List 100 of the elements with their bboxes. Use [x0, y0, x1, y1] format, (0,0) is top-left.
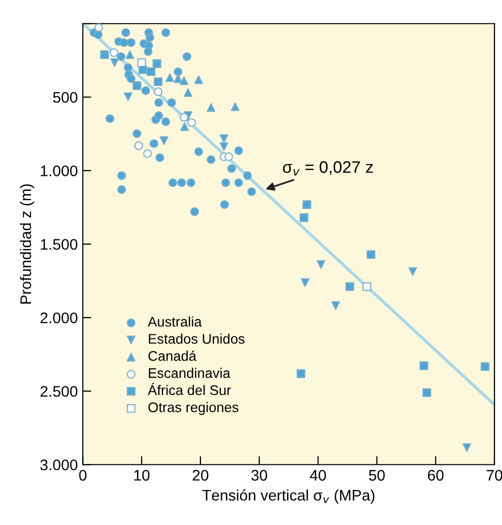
point — [143, 149, 152, 158]
point — [146, 67, 156, 76]
point — [220, 142, 228, 152]
x-tick-label: 20 — [192, 470, 208, 481]
point — [120, 38, 128, 47]
x-tick-label: 30 — [251, 470, 268, 481]
point — [124, 92, 132, 102]
point — [300, 213, 308, 222]
annotation: σ$_{v}$ = 0,027 z — [282, 161, 373, 176]
point — [194, 147, 204, 156]
point — [182, 52, 192, 61]
point — [206, 155, 216, 164]
legend-label: Canadá — [148, 350, 196, 361]
legend-label: Otras regiones — [148, 402, 238, 415]
point — [408, 267, 418, 276]
x-tick-label: 0 — [79, 470, 86, 481]
point — [221, 178, 230, 188]
point — [161, 28, 170, 37]
x-tick-label: 70 — [486, 470, 502, 481]
point — [168, 178, 178, 188]
point — [234, 178, 244, 188]
point — [94, 24, 104, 32]
point — [296, 369, 306, 378]
point — [121, 28, 130, 37]
point — [331, 301, 340, 310]
point — [110, 48, 118, 57]
x-tick-label: 40 — [310, 470, 326, 481]
y-axis-title: Profundidad z (m) — [20, 184, 34, 304]
point — [100, 50, 109, 59]
point — [227, 164, 236, 173]
point — [141, 86, 150, 96]
point — [187, 118, 196, 127]
x-axis-title: Tensión vertical σ$_{v}$ (MPa) — [202, 489, 374, 504]
point — [234, 146, 244, 155]
legend-label: Australia — [148, 316, 202, 327]
point — [156, 153, 164, 162]
point — [117, 185, 126, 194]
point — [300, 278, 310, 287]
point — [422, 388, 432, 397]
point — [154, 98, 164, 107]
point — [316, 260, 326, 269]
y-tick-label: 1.000 — [40, 165, 78, 176]
point — [110, 58, 119, 67]
y-tick-label: 3.000 — [40, 459, 78, 470]
legend-label: Estados Unidos — [148, 334, 245, 344]
point — [126, 50, 134, 59]
point — [144, 47, 152, 56]
point — [366, 250, 376, 259]
point — [230, 102, 240, 112]
point — [177, 178, 186, 188]
point — [180, 76, 188, 86]
point — [190, 207, 199, 216]
legend-label: África del Sur — [148, 382, 231, 396]
y-tick-label: 2.500 — [40, 386, 78, 397]
point — [220, 134, 228, 143]
y-tick-label: 500 — [53, 92, 78, 103]
point — [180, 112, 188, 122]
point — [152, 59, 162, 68]
point — [154, 87, 162, 96]
point — [117, 171, 126, 180]
point — [174, 67, 182, 76]
point — [124, 63, 132, 72]
point — [167, 98, 176, 107]
point — [116, 52, 126, 61]
point — [137, 58, 146, 67]
point — [345, 282, 354, 291]
point — [154, 77, 162, 86]
point — [224, 152, 234, 162]
point — [194, 75, 204, 84]
point — [160, 136, 168, 145]
point — [184, 88, 192, 97]
point — [94, 30, 102, 40]
point — [180, 122, 189, 132]
point — [132, 81, 142, 90]
point — [247, 187, 256, 196]
point — [134, 141, 144, 150]
point — [166, 73, 174, 82]
point — [126, 38, 136, 47]
point — [302, 200, 312, 209]
point — [206, 103, 216, 112]
x-tick-label: 50 — [368, 470, 385, 481]
point — [480, 362, 490, 371]
point — [420, 361, 428, 370]
point — [146, 33, 154, 42]
point — [186, 178, 196, 188]
point — [132, 129, 142, 138]
point — [462, 443, 472, 452]
point — [161, 117, 170, 126]
point — [243, 171, 252, 180]
x-tick-label: 10 — [134, 470, 150, 481]
x-tick-label: 60 — [428, 470, 444, 481]
point — [154, 111, 164, 120]
y-tick-label: 2.000 — [40, 312, 78, 324]
point — [174, 74, 182, 83]
y-tick-label: 1.500 — [40, 238, 78, 250]
point — [362, 282, 372, 291]
point — [126, 74, 136, 83]
point — [150, 139, 158, 148]
point — [106, 114, 114, 123]
point — [220, 200, 229, 209]
